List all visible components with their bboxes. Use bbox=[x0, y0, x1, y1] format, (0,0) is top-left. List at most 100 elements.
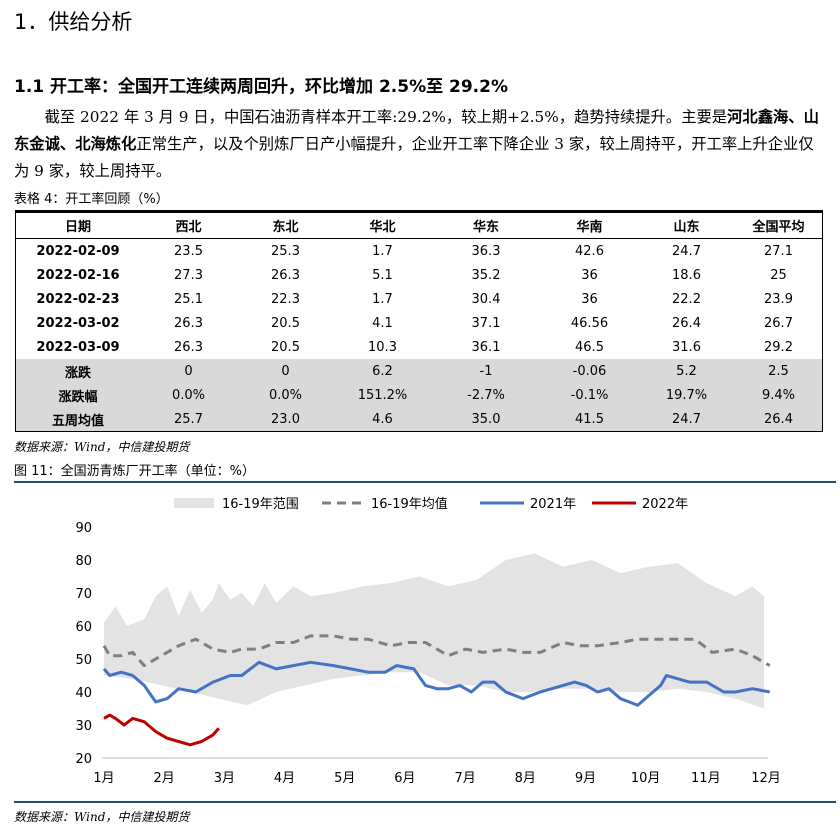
section-title: 1．供给分析 bbox=[14, 10, 133, 34]
row-label-cell: 2022-02-16 bbox=[36, 267, 120, 283]
legend-label: 16-19年范围 bbox=[222, 497, 299, 512]
value-cell: 2.5 bbox=[735, 359, 822, 383]
value-cell: 20.5 bbox=[271, 339, 300, 355]
value-cell: 24.7 bbox=[638, 407, 735, 431]
table-row: 2022-03-02 26.3 20.5 4.1 37.1 46.56 26.4 26.7 bbox=[16, 311, 822, 335]
table-header-row: 日期 西北 东北 华北 华东 华南 山东 全国平均 bbox=[16, 213, 822, 239]
value-cell: 0 bbox=[237, 359, 334, 383]
value-cell: 20.5 bbox=[271, 315, 300, 331]
y-tick-label: 40 bbox=[75, 686, 92, 701]
legend-label: 16-19年均值 bbox=[371, 496, 448, 512]
row-label-cell: 涨跌幅 bbox=[16, 383, 140, 407]
header-cell: 西北 bbox=[140, 213, 237, 239]
value-cell: 23.5 bbox=[174, 243, 203, 259]
header-cell: 华南 bbox=[541, 213, 638, 239]
table-source: 数据来源：Wind，中信建投期货 bbox=[14, 440, 190, 454]
chart-plot-area bbox=[102, 553, 771, 747]
value-cell: 22.3 bbox=[271, 291, 300, 307]
value-cell: 5.1 bbox=[372, 267, 393, 283]
x-tick-label: 1月 bbox=[93, 771, 114, 786]
value-cell: 9.4% bbox=[735, 383, 822, 407]
row-label-cell: 2022-03-09 bbox=[36, 339, 120, 355]
x-tick-label: 9月 bbox=[575, 771, 596, 786]
chart-axes: 20 30 40 50 60 70 80 90 1月 2月 3月 4月 5月 6月 7月 8月 9月 10月 11月… bbox=[75, 521, 780, 786]
utilization-table: 日期 西北 东北 华北 华东 华南 山东 全国平均 2022-02-09 23.5… bbox=[15, 210, 823, 432]
x-tick-label: 8月 bbox=[515, 771, 536, 786]
table-caption: 表格 4：开工率回顾（%） bbox=[14, 192, 169, 207]
value-cell: 29.2 bbox=[764, 339, 793, 355]
chart-legend: 16-19年范围 16-19年均值 2021年 2022年 bbox=[174, 496, 688, 512]
x-tick-label: 2月 bbox=[154, 771, 175, 786]
figure-caption: 图 11：全国沥青炼厂开工率（单位：%） bbox=[14, 464, 256, 479]
row-label-cell: 五周均值 bbox=[16, 407, 140, 431]
value-cell: 4.6 bbox=[334, 407, 431, 431]
value-cell: 0 bbox=[140, 359, 237, 383]
table-row: 2022-03-09 26.3 20.5 10.3 36.1 46.5 31.6 29.2 bbox=[16, 335, 822, 359]
value-cell: 26.3 bbox=[174, 315, 203, 331]
value-cell: 30.4 bbox=[471, 291, 501, 307]
value-cell: 18.6 bbox=[672, 267, 701, 283]
summary-row: 涨跌 0 0 6.2 -1 -0.06 5.2 2.5 bbox=[16, 359, 822, 383]
paragraph-bold-refineries: 河北鑫海、山东金诚、北海炼化 bbox=[14, 108, 819, 153]
value-cell: 25.3 bbox=[271, 243, 300, 259]
value-cell: 10.3 bbox=[368, 339, 397, 355]
value-cell: 4.1 bbox=[372, 315, 393, 331]
row-label-cell: 2022-02-23 bbox=[36, 291, 120, 307]
value-cell: 24.7 bbox=[672, 243, 701, 259]
value-cell: 23.0 bbox=[237, 407, 334, 431]
x-tick-label: 6月 bbox=[394, 771, 415, 786]
paragraph-text-1: 截至 2022 年 3 月 9 日，中国石油沥青样本开工率:29.2%，较上期+… bbox=[44, 108, 728, 126]
x-tick-label: 12月 bbox=[751, 771, 781, 786]
subsection-title: 1.1 开工率：全国开工连续两周回升，环比增加 2.5%至 29.2% bbox=[14, 77, 508, 97]
value-cell: 27.3 bbox=[174, 267, 203, 283]
x-tick-label: 4月 bbox=[274, 771, 295, 786]
value-cell: 26.3 bbox=[174, 339, 203, 355]
value-cell: -0.06 bbox=[541, 359, 638, 383]
row-label-cell: 2022-02-09 bbox=[36, 243, 120, 259]
value-cell: 37.1 bbox=[471, 315, 501, 331]
figure-source: 数据来源：Wind，中信建投期货 bbox=[14, 810, 190, 824]
x-tick-label: 3月 bbox=[214, 771, 235, 786]
value-cell: -1 bbox=[431, 359, 541, 383]
x-tick-label: 7月 bbox=[454, 771, 475, 786]
value-cell: 35.0 bbox=[431, 407, 541, 431]
value-cell: 0.0% bbox=[237, 383, 334, 407]
line-2022 bbox=[103, 713, 220, 747]
avg-line bbox=[102, 634, 771, 668]
value-cell: 26.7 bbox=[764, 315, 793, 331]
value-cell: 5.2 bbox=[638, 359, 735, 383]
value-cell: 25.7 bbox=[140, 407, 237, 431]
y-tick-label: 30 bbox=[75, 719, 92, 734]
utilization-chart: 16-19年范围 16-19年均值 2021年 2022年 20 30 40 50 60 70 8… bbox=[75, 496, 780, 786]
figure-top-rule bbox=[14, 481, 836, 483]
summary-row: 涨跌幅 0.0% 0.0% 151.2% -2.7% -0.1% 19.7% 9.4% bbox=[16, 383, 822, 407]
header-cell: 全国平均 bbox=[735, 213, 822, 239]
table-row: 2022-02-09 23.5 25.3 1.7 36.3 42.6 24.7 27.1 bbox=[16, 239, 822, 264]
value-cell: 1.7 bbox=[372, 243, 393, 259]
y-tick-label: 70 bbox=[75, 587, 92, 602]
value-cell: 26.3 bbox=[271, 267, 300, 283]
legend-label: 2022年 bbox=[642, 497, 688, 512]
y-tick-label: 60 bbox=[75, 620, 92, 635]
value-cell: 41.5 bbox=[541, 407, 638, 431]
value-cell: 36 bbox=[581, 267, 598, 283]
value-cell: 151.2% bbox=[334, 383, 431, 407]
value-cell: 36.3 bbox=[471, 243, 501, 259]
summary-row: 五周均值 25.7 23.0 4.6 35.0 41.5 24.7 26.4 bbox=[16, 407, 822, 431]
value-cell: 31.6 bbox=[672, 339, 701, 355]
value-cell: 36 bbox=[581, 291, 598, 307]
value-cell: 46.5 bbox=[575, 339, 604, 355]
figure-bottom-rule bbox=[14, 801, 836, 803]
value-cell: 19.7% bbox=[638, 383, 735, 407]
value-cell: 26.4 bbox=[672, 315, 701, 331]
value-cell: 26.4 bbox=[735, 407, 822, 431]
x-tick-label: 5月 bbox=[334, 771, 355, 786]
x-tick-label: 11月 bbox=[691, 771, 721, 786]
legend-label: 2021年 bbox=[530, 497, 576, 512]
header-cell: 华北 bbox=[334, 213, 431, 239]
y-tick-label: 90 bbox=[75, 521, 92, 536]
value-cell: 1.7 bbox=[372, 291, 393, 307]
value-cell: 27.1 bbox=[764, 243, 793, 259]
value-cell: 25.1 bbox=[174, 291, 203, 307]
header-cell: 山东 bbox=[638, 213, 735, 239]
